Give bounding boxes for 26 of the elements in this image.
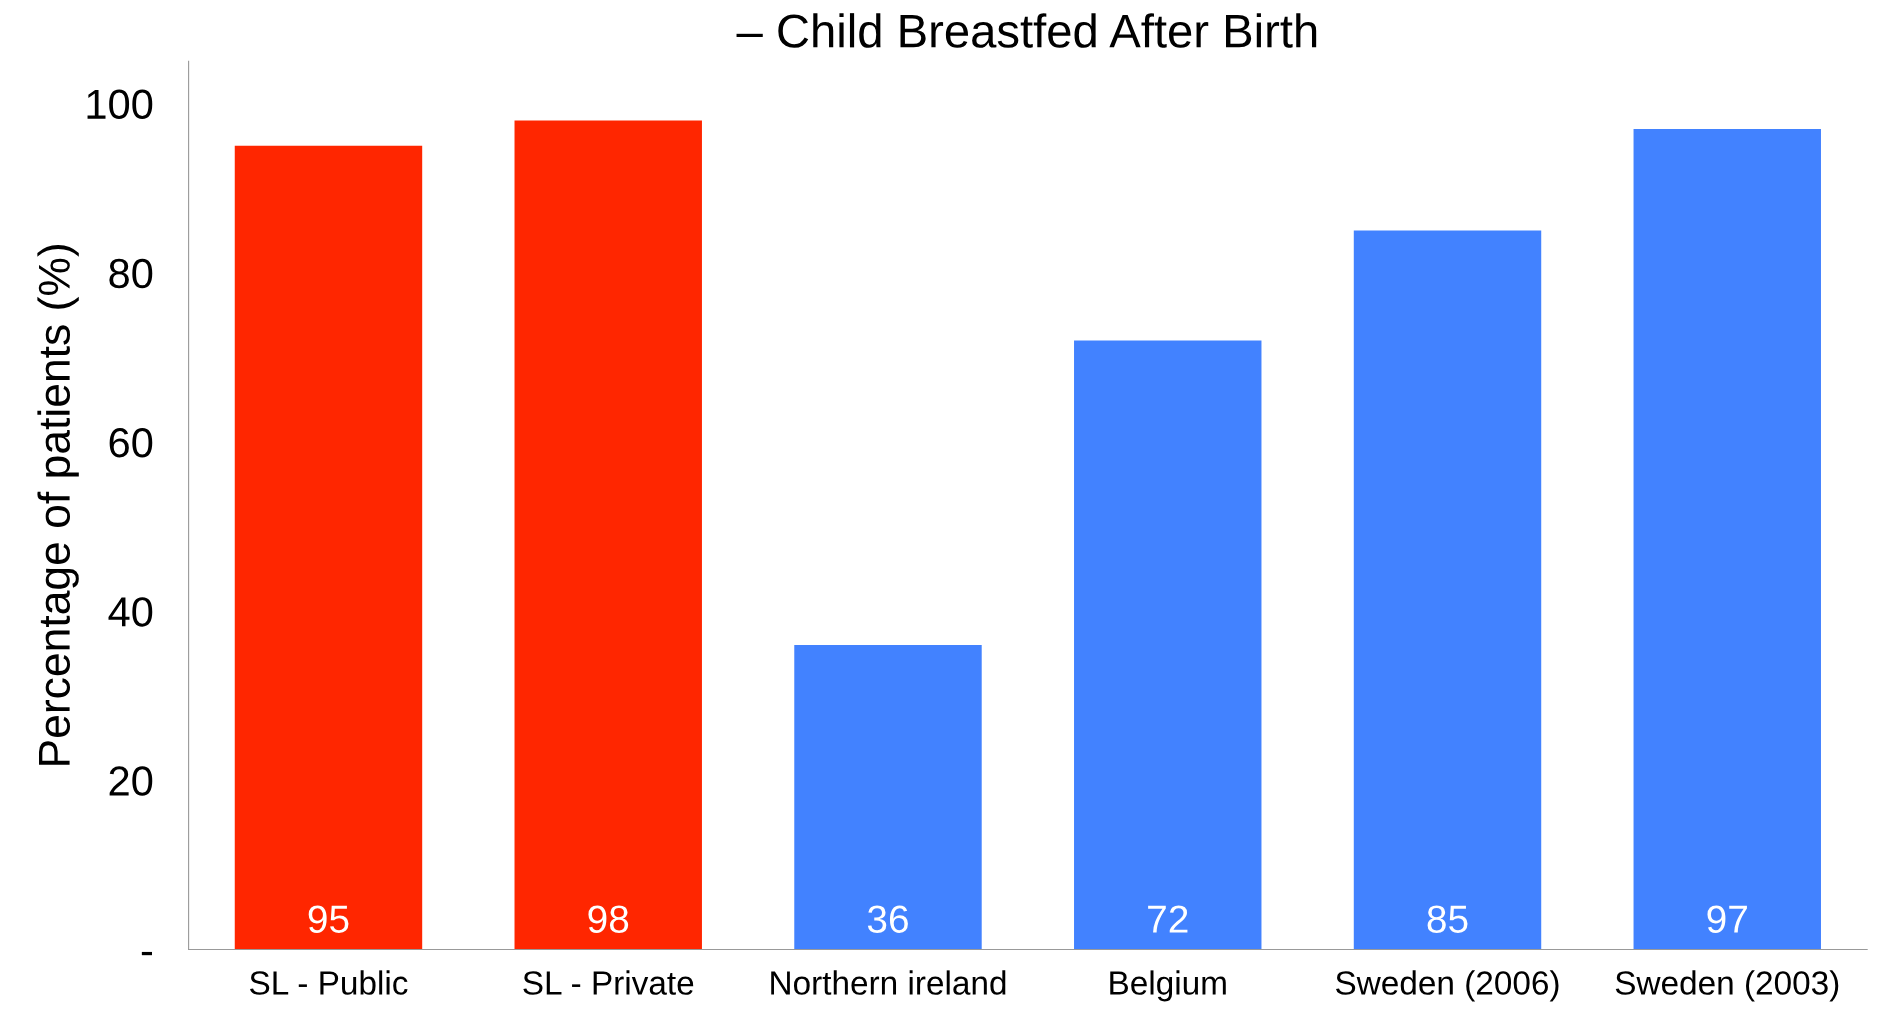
- y-tick-label: 40: [108, 597, 153, 627]
- bar: [514, 120, 702, 950]
- x-tick-label: Sweden (2006): [1335, 970, 1559, 1002]
- data-label: 98: [588, 905, 629, 933]
- bar: [234, 145, 423, 950]
- data-label: 95: [308, 905, 349, 933]
- data-label: 36: [867, 905, 908, 933]
- bar: [1633, 128, 1821, 950]
- x-tick-label: Belgium: [1110, 970, 1226, 1002]
- y-axis-title: Percentage of patients (%): [37, 245, 79, 765]
- y-tick-label: 20: [109, 766, 153, 796]
- y-tick-label: 100: [87, 89, 153, 120]
- data-label: 85: [1427, 905, 1468, 933]
- data-label: 97: [1707, 905, 1747, 933]
- bar: [1353, 230, 1542, 950]
- bar: [794, 644, 982, 950]
- chart-title: – Child Breastfed After Birth: [736, 13, 1317, 48]
- x-tick-label: Sweden (2003): [1615, 970, 1839, 1002]
- x-tick-label: SL - Public: [250, 970, 408, 995]
- y-tick-label: 60: [109, 427, 153, 458]
- bar: [1074, 340, 1262, 950]
- data-label: 72: [1148, 905, 1188, 933]
- x-tick-label: SL - Private: [523, 970, 694, 995]
- y-tick-label: -: [141, 951, 153, 956]
- x-tick-label: Northern ireland: [771, 970, 1006, 995]
- y-tick-label: 80: [109, 258, 153, 289]
